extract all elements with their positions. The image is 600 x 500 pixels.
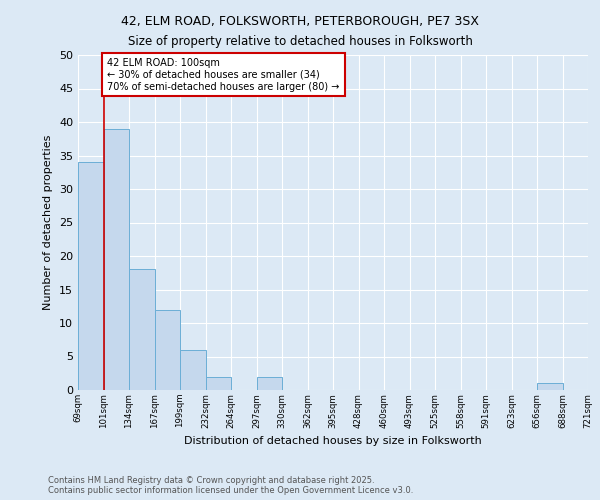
X-axis label: Distribution of detached houses by size in Folksworth: Distribution of detached houses by size …: [184, 436, 482, 446]
Text: 42 ELM ROAD: 100sqm
← 30% of detached houses are smaller (34)
70% of semi-detach: 42 ELM ROAD: 100sqm ← 30% of detached ho…: [107, 58, 340, 92]
Bar: [155, 310, 180, 390]
Text: Contains HM Land Registry data © Crown copyright and database right 2025.
Contai: Contains HM Land Registry data © Crown c…: [48, 476, 413, 495]
Text: Size of property relative to detached houses in Folksworth: Size of property relative to detached ho…: [128, 35, 472, 48]
Bar: [205, 376, 231, 390]
Text: 42, ELM ROAD, FOLKSWORTH, PETERBOROUGH, PE7 3SX: 42, ELM ROAD, FOLKSWORTH, PETERBOROUGH, …: [121, 15, 479, 28]
Bar: [180, 350, 205, 390]
Bar: [257, 376, 282, 390]
Y-axis label: Number of detached properties: Number of detached properties: [43, 135, 53, 310]
Bar: [104, 128, 129, 390]
Bar: [537, 384, 563, 390]
Bar: [78, 162, 104, 390]
Bar: [129, 270, 155, 390]
